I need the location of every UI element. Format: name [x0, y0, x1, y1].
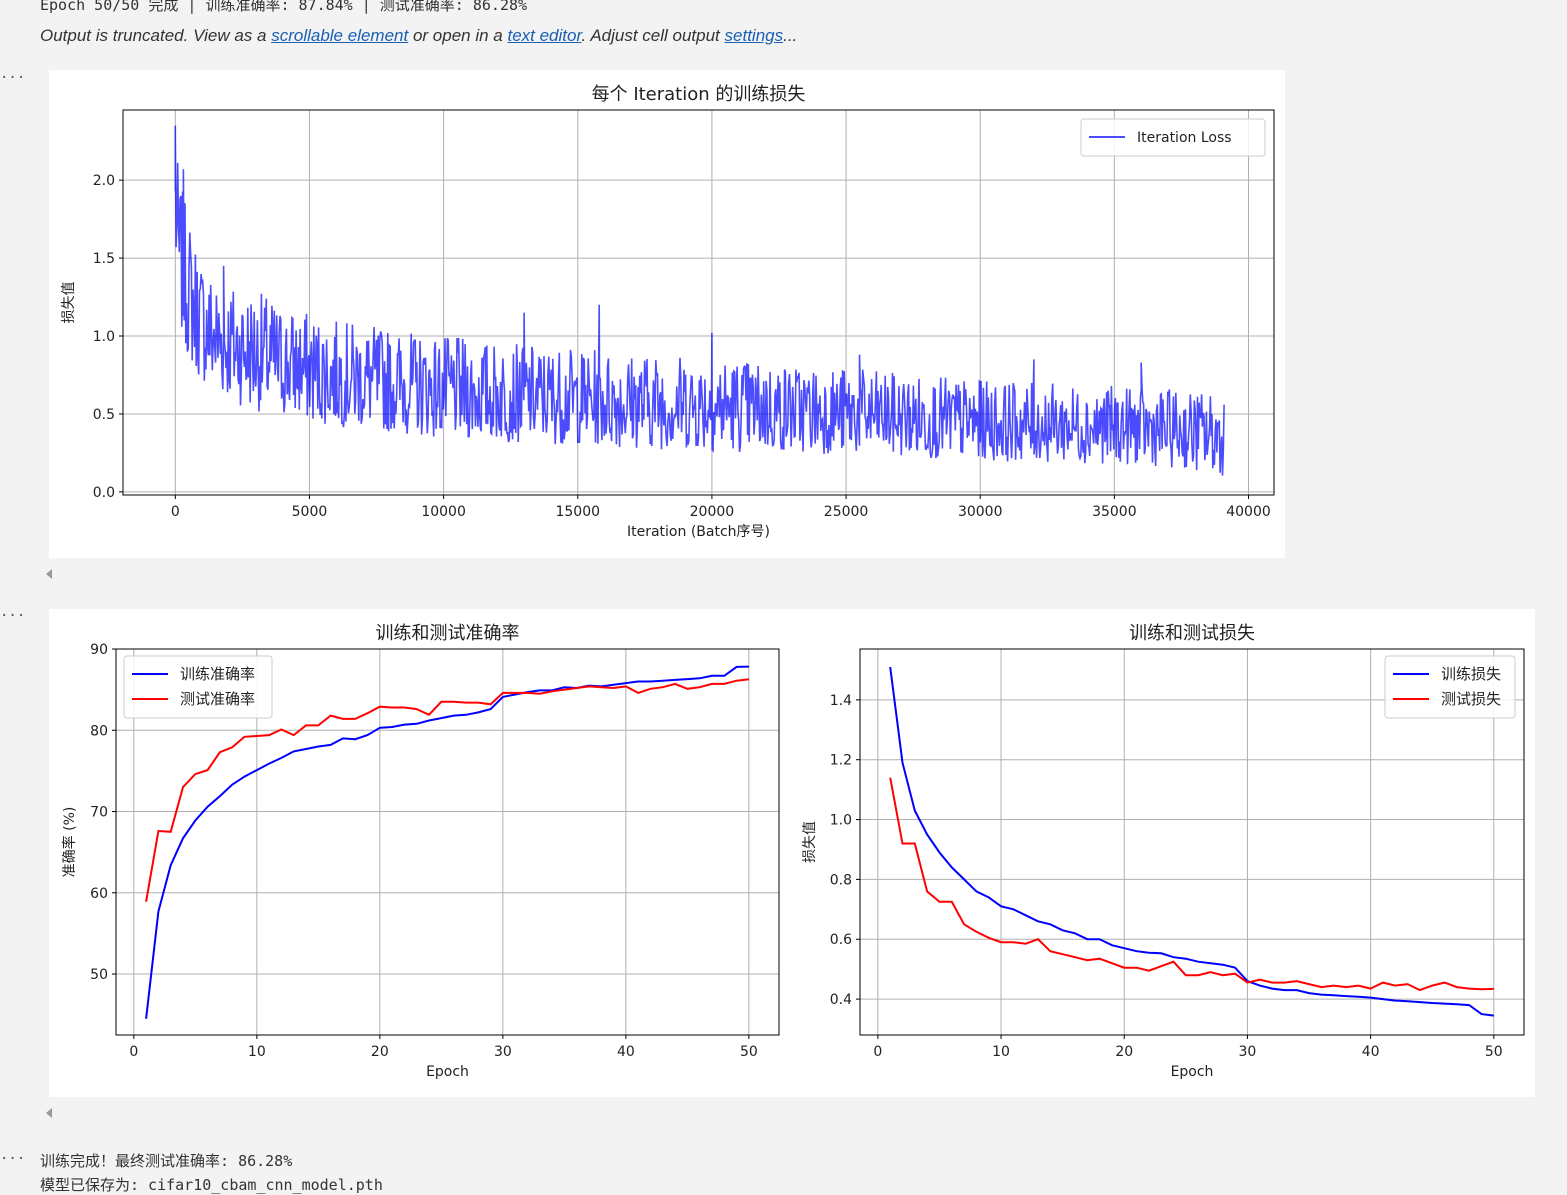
y-tick-label: 1.0	[830, 813, 852, 829]
y-axis-label: 准确率 (%)	[61, 807, 78, 878]
y-tick-label: 1.0	[93, 329, 115, 345]
legend-label: 测试损失	[1441, 690, 1501, 708]
cell-output-marker[interactable]: ...	[0, 66, 26, 82]
plot-frame	[122, 109, 1275, 496]
y-tick-label: 90	[90, 642, 108, 658]
y-tick-label: 0.8	[830, 872, 852, 888]
training-status-line: Epoch 50/50 完成 | 训练准确率: 87.84% | 测试准确率: …	[40, 0, 528, 14]
x-tick-label: 20000	[690, 504, 735, 520]
plot-frame	[115, 648, 780, 1036]
y-tick-label: 2.0	[93, 173, 115, 189]
x-axis-label: Epoch	[426, 1064, 469, 1080]
y-tick-label: 70	[90, 805, 108, 821]
iteration-loss-figure: 0 5000 10000 15000 20000 25000 30000 35000 40000…	[49, 70, 1285, 558]
scroll-left-arrow[interactable]	[46, 1108, 52, 1118]
legend-label: 测试准确率	[180, 690, 255, 708]
cell-output-marker[interactable]: ...	[0, 1147, 26, 1163]
settings-link[interactable]: settings	[724, 26, 784, 45]
y-tick-label: 80	[90, 723, 108, 739]
x-axis-label: Epoch	[1171, 1064, 1214, 1080]
x-tick-label: 30000	[958, 504, 1003, 520]
iteration-loss-series	[174, 125, 1225, 476]
x-tick-label: 10	[992, 1044, 1010, 1060]
scroll-left-arrow[interactable]	[46, 569, 52, 579]
x-tick-label: 30	[1239, 1044, 1257, 1060]
legend-label: Iteration Loss	[1137, 130, 1232, 146]
truncation-text-after: . Adjust cell output	[581, 26, 725, 45]
legend-label: 训练准确率	[180, 665, 255, 683]
legend-box	[123, 655, 273, 719]
y-tick-label: 1.2	[830, 753, 852, 769]
y-tick-label: 50	[90, 967, 108, 983]
legend-label: 训练损失	[1441, 665, 1501, 683]
y-tick-label: 60	[90, 886, 108, 902]
x-tick-label: 10	[248, 1044, 266, 1060]
truncation-ellipsis: ...	[783, 26, 798, 45]
y-axis-label: 损失值	[61, 282, 77, 324]
x-tick-label: 10000	[421, 504, 466, 520]
y-tick-label: 0.4	[830, 992, 852, 1008]
truncation-notice: Output is truncated. View as a scrollabl…	[40, 26, 797, 46]
x-tick-label: 50	[740, 1044, 758, 1060]
x-tick-label: 25000	[824, 504, 869, 520]
x-tick-label: 50	[1485, 1044, 1503, 1060]
text-editor-link[interactable]: text editor	[507, 26, 582, 45]
scrollable-element-link[interactable]: scrollable element	[271, 26, 409, 45]
legend-box	[1384, 655, 1516, 719]
series-line	[889, 777, 1494, 992]
x-tick-label: 40	[1362, 1044, 1380, 1060]
truncation-text-middle: or open in a	[408, 26, 508, 45]
x-tick-label: 0	[129, 1044, 138, 1060]
y-tick-label: 0.5	[93, 407, 115, 423]
x-axis-label: Iteration (Batch序号)	[627, 524, 770, 540]
model-saved-line: 模型已保存为: cifar10_cbam_cnn_model.pth	[40, 1176, 383, 1194]
accuracy-loss-figure: 0 10 20 30 40 50 50 60 70 80 90 训练和测试准确率 Epoch 准确率 (%…	[49, 609, 1535, 1097]
iteration-loss-chart: 0 5000 10000 15000 20000 25000 30000 35000 40000…	[61, 84, 1275, 540]
y-axis-label: 损失值	[802, 821, 818, 863]
x-tick-label: 30	[494, 1044, 512, 1060]
series-line	[889, 666, 1494, 1017]
final-accuracy-line: 训练完成！最终测试准确率: 86.28%	[40, 1152, 293, 1170]
x-tick-label: 20	[1115, 1044, 1133, 1060]
y-tick-label: 0.6	[830, 932, 852, 948]
x-tick-label: 15000	[555, 504, 600, 520]
y-tick-label: 1.4	[830, 693, 852, 709]
series-line	[145, 665, 749, 1019]
x-tick-label: 40	[617, 1044, 635, 1060]
accuracy-and-loss-charts: 0 10 20 30 40 50 50 60 70 80 90 训练和测试准确率 Epoch 准确率 (%…	[61, 623, 1525, 1080]
x-tick-label: 0	[873, 1044, 882, 1060]
x-tick-label: 0	[171, 504, 180, 520]
series-line	[145, 678, 750, 902]
cell-output-marker[interactable]: ...	[0, 604, 26, 620]
x-tick-label: 40000	[1226, 504, 1271, 520]
chart-title: 训练和测试损失	[1129, 623, 1255, 644]
chart-title: 每个 Iteration 的训练损失	[592, 84, 806, 105]
x-tick-label: 20	[371, 1044, 389, 1060]
chart-title: 训练和测试准确率	[376, 623, 520, 644]
y-tick-label: 0.0	[93, 485, 115, 501]
y-tick-label: 1.5	[93, 251, 115, 267]
plot-frame	[859, 648, 1525, 1036]
legend-box	[1080, 118, 1266, 157]
x-tick-label: 35000	[1092, 504, 1137, 520]
truncation-text: Output is truncated. View as a	[40, 26, 272, 45]
x-tick-label: 5000	[292, 504, 328, 520]
